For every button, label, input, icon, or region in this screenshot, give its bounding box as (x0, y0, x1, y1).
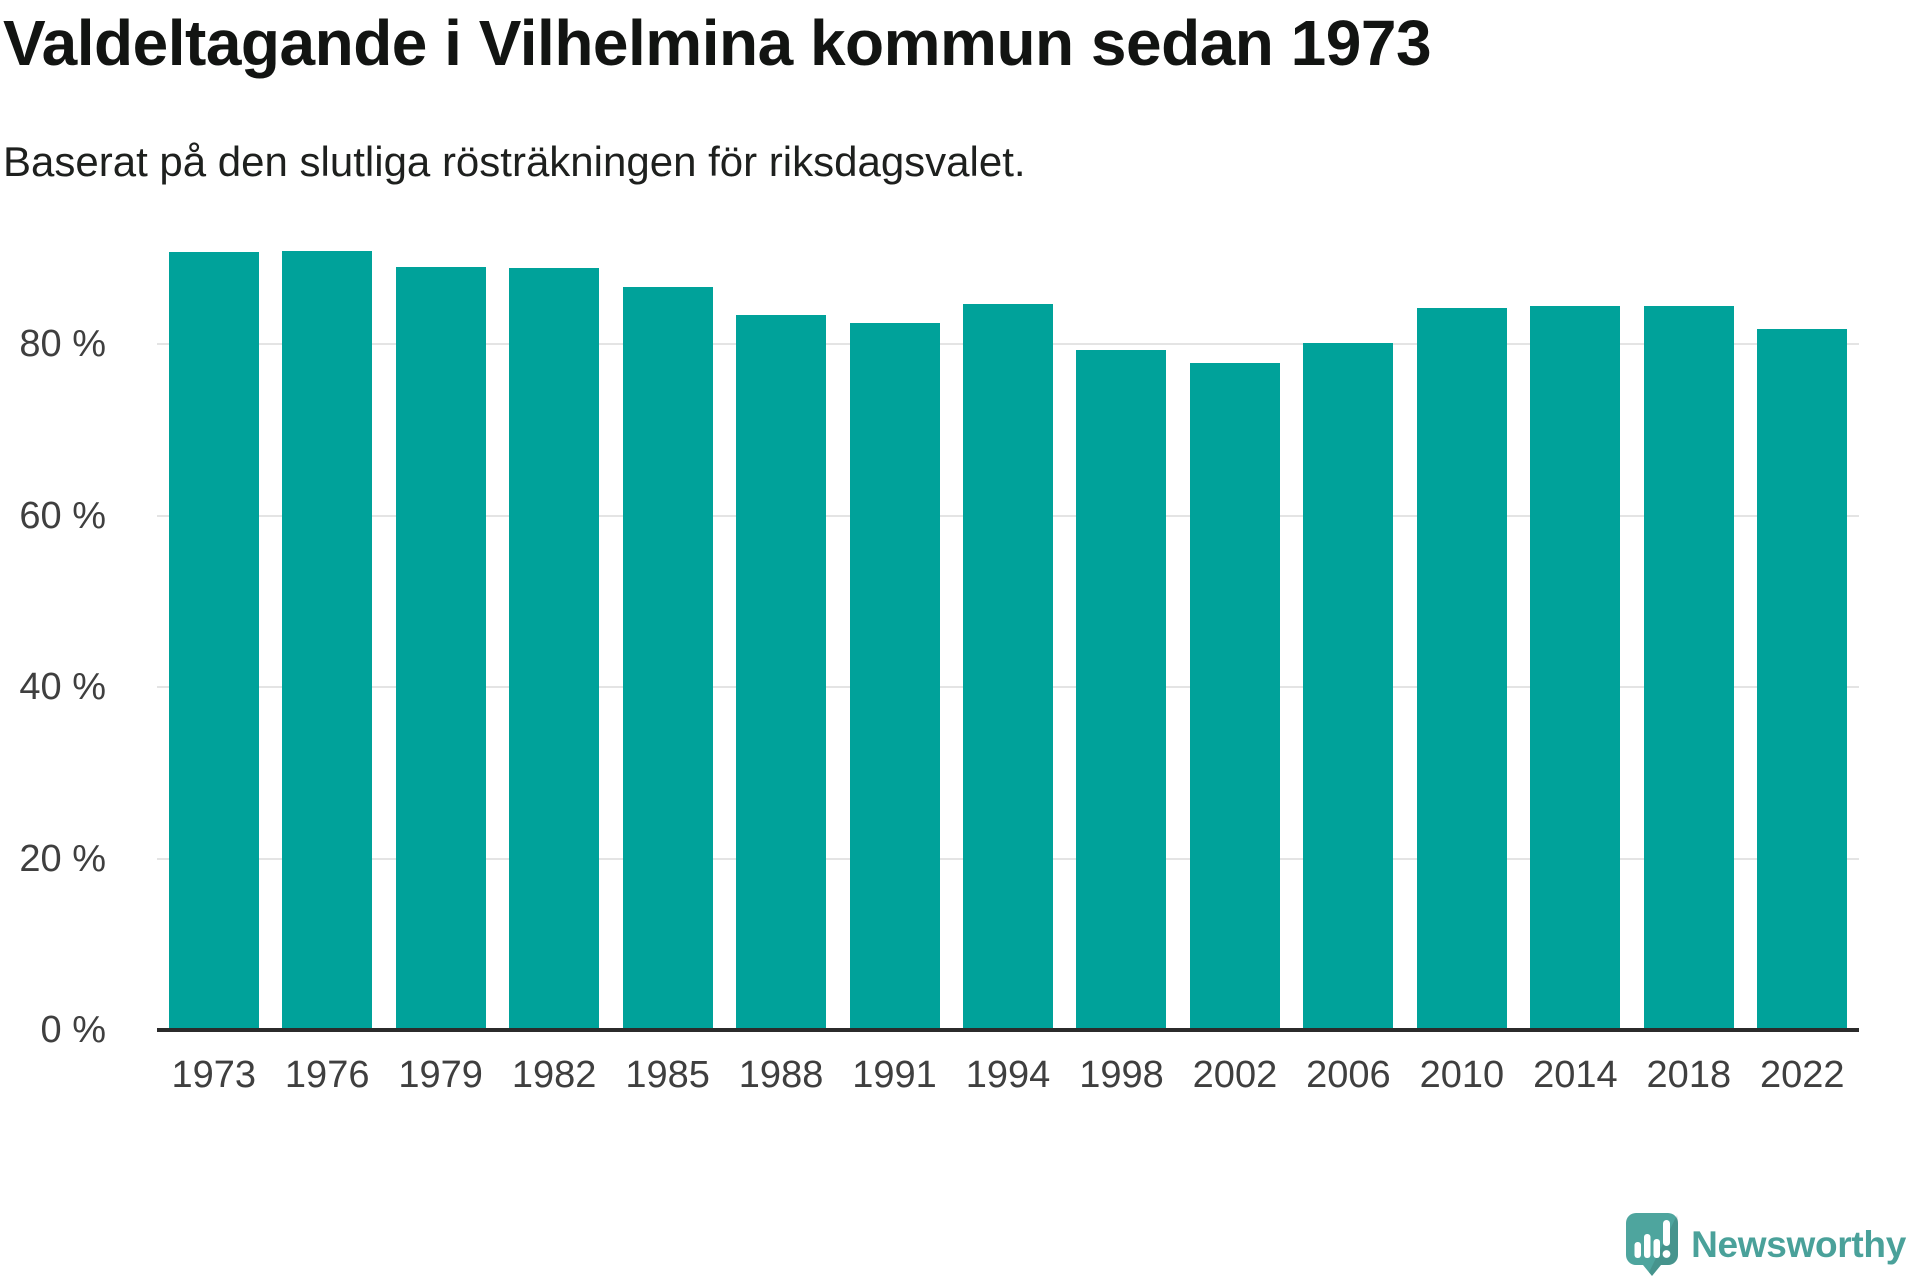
bar-slot-2006 (1292, 150, 1405, 1030)
y-tick-label-20: 20 % (19, 837, 106, 880)
x-tick-label-2022: 2022 (1760, 1054, 1845, 1096)
x-tick-label-2010: 2010 (1419, 1054, 1505, 1096)
bar-slot-2002 (1178, 150, 1291, 1030)
bar-slot-2022 (1746, 150, 1859, 1030)
plot-area (157, 150, 1859, 1032)
x-axis-line (157, 1028, 1859, 1032)
x-tick-label-1998: 1998 (1079, 1054, 1164, 1096)
y-axis-labels: 0 % 20 % 40 % 60 % 80 % (0, 0, 106, 1280)
x-tick-label-1991: 1991 (852, 1054, 937, 1096)
bar-1985 (622, 287, 713, 1030)
bar-slot-1994 (951, 150, 1064, 1030)
chart-subtitle: Baserat på den slutliga rösträkningen fö… (3, 138, 1026, 185)
bar-1994 (963, 303, 1054, 1030)
bar-1988 (736, 314, 827, 1030)
bar-slot-2014 (1519, 150, 1632, 1030)
x-tick-label-1994: 1994 (965, 1054, 1051, 1096)
bar-1982 (509, 267, 600, 1030)
bar-slot-1976 (270, 150, 383, 1030)
bar-1979 (395, 266, 486, 1030)
bar-slot-1973 (157, 150, 270, 1030)
bar-slot-1991 (838, 150, 951, 1030)
y-tick-label-40: 40 % (19, 666, 106, 708)
bar-1976 (282, 250, 373, 1030)
bars-layer (157, 150, 1859, 1030)
bar-slot-1982 (497, 150, 610, 1030)
newsworthy-logo-text: Newsworthy (1691, 1223, 1906, 1265)
bar-2006 (1303, 343, 1394, 1030)
x-tick-label-1973: 1973 (171, 1054, 256, 1096)
x-tick-label-1979: 1979 (398, 1054, 483, 1096)
bar-slot-1985 (611, 150, 724, 1030)
x-tick-label-1985: 1985 (625, 1054, 710, 1096)
x-tick-label-2014: 2014 (1533, 1054, 1618, 1096)
newsworthy-logo-icon (1626, 1213, 1679, 1276)
bar-2022 (1757, 329, 1848, 1030)
bar-slot-1988 (724, 150, 837, 1030)
bar-2018 (1643, 306, 1734, 1030)
y-tick-label-0: 0 % (40, 1009, 106, 1051)
x-tick-label-2018: 2018 (1646, 1054, 1732, 1096)
newsworthy-branding: Newsworthy (1626, 1213, 1906, 1276)
y-tick-label-60: 60 % (19, 494, 106, 537)
x-tick-label-2002: 2002 (1192, 1054, 1278, 1096)
y-tick-label-80: 80 % (19, 323, 106, 365)
bar-2002 (1189, 362, 1280, 1030)
x-tick-label-1982: 1982 (511, 1054, 597, 1096)
x-axis-labels: 1973 1976 1979 1982 1985 1988 1991 1994 1998 2002… (157, 1054, 1859, 1097)
bar-1991 (849, 322, 940, 1030)
bar-2014 (1530, 306, 1621, 1030)
bar-slot-2018 (1632, 150, 1745, 1030)
bar-slot-1979 (384, 150, 497, 1030)
bar-slot-1998 (1065, 150, 1178, 1030)
bar-1998 (1076, 350, 1167, 1030)
x-tick-label-2006: 2006 (1306, 1054, 1391, 1096)
bar-slot-2010 (1405, 150, 1518, 1030)
bar-2010 (1416, 308, 1507, 1030)
chart-title: Valdeltagande i Vilhelmina kommun sedan … (3, 7, 1432, 79)
bar-1973 (168, 252, 259, 1030)
x-tick-label-1976: 1976 (284, 1054, 370, 1096)
x-tick-label-1988: 1988 (738, 1054, 824, 1096)
